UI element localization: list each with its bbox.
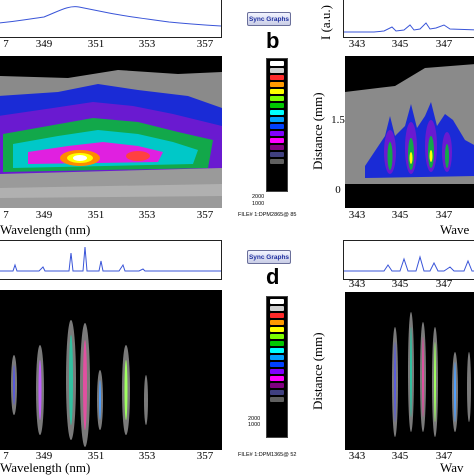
colorbar-segment xyxy=(270,131,284,136)
x-axis-title-b: Wave xyxy=(440,222,470,237)
tick-label: 7 xyxy=(3,209,9,221)
tick-label: 349 xyxy=(35,209,53,221)
tick-label: 345 xyxy=(391,209,409,221)
colorbar-segment xyxy=(270,376,284,381)
colorbar-segment xyxy=(270,145,284,150)
spectrum-line-b xyxy=(344,22,474,33)
colorbar-segment xyxy=(270,82,284,87)
spectrum-plot-a xyxy=(0,0,222,38)
colorbar-label-high: 2000 xyxy=(248,416,261,422)
colorbar-segment xyxy=(270,152,284,157)
sync-graphs-button-d[interactable]: Sync Graphs xyxy=(247,250,291,264)
colorbar-segment xyxy=(270,397,284,402)
colorbar-label-low: 1000 xyxy=(248,422,261,428)
colorbar-segment xyxy=(270,369,284,374)
tick-label: 357 xyxy=(196,38,214,50)
tick-label: 347 xyxy=(435,450,453,462)
file-label-b: FILE# 1:DPM2865@ 85 xyxy=(238,212,297,218)
tick-label: 345 xyxy=(391,450,409,462)
spectrogram-image-a xyxy=(0,56,222,208)
spectrum-plot-d xyxy=(343,240,474,280)
tick-label: 343 xyxy=(348,209,366,221)
tick-label: 353 xyxy=(138,450,156,462)
file-label-d: FILE# 1:DPM1365@ 52 xyxy=(238,452,297,458)
tick-label: 343 xyxy=(348,450,366,462)
colorbar-segment xyxy=(270,341,284,346)
colorbar-segment xyxy=(270,96,284,101)
x-axis-title-a: Wavelength (nm) xyxy=(0,222,91,237)
colorbar-segment xyxy=(270,103,284,108)
colorbar-segment xyxy=(270,110,284,115)
colorbar-segment xyxy=(270,383,284,388)
tick-label: 345 xyxy=(391,278,409,290)
colorbar-segment xyxy=(270,61,284,66)
tick-label: 347 xyxy=(435,209,453,221)
colorbar-segment xyxy=(270,138,284,143)
colorbar-segment xyxy=(270,348,284,353)
colorbar-label-high: 2000 xyxy=(252,194,265,200)
tick-label: 7 xyxy=(3,38,9,50)
spectrum-plot-c xyxy=(0,240,222,280)
tick-label: 353 xyxy=(138,38,156,50)
tick-label: 357 xyxy=(196,450,214,462)
y-tick-label: 0 xyxy=(335,184,341,196)
sync-graphs-button-b[interactable]: Sync Graphs xyxy=(247,12,291,26)
colorbar-segment xyxy=(270,68,284,73)
colorbar-segment xyxy=(270,299,284,304)
tick-label: 345 xyxy=(391,38,409,50)
colorbar-segment xyxy=(270,320,284,325)
y-axis-title-d: Distance (mm) xyxy=(310,332,325,410)
tick-label: 343 xyxy=(348,38,366,50)
colorbar-segment xyxy=(270,334,284,339)
colorbar-segment xyxy=(270,313,284,318)
x-axis-title-d: Wav xyxy=(440,460,464,475)
spectrogram-image-c xyxy=(0,290,222,450)
panel-label-d: d xyxy=(266,264,280,289)
colorbar-segment xyxy=(270,390,284,395)
colorbar-b xyxy=(266,58,288,192)
tick-label: 353 xyxy=(138,209,156,221)
spectrum-plot-b xyxy=(343,0,474,38)
y-axis-title-b: Distance (mm) xyxy=(310,92,325,170)
tick-label: 351 xyxy=(87,209,105,221)
intensity-axis-title: I (a.u.) xyxy=(318,4,333,40)
tick-label: 351 xyxy=(87,450,105,462)
colorbar-d xyxy=(266,296,288,438)
tick-label: 347 xyxy=(435,38,453,50)
spectrum-line-a xyxy=(0,6,221,27)
tick-label: 349 xyxy=(35,450,53,462)
colorbar-segment xyxy=(270,89,284,94)
colorbar-segment xyxy=(270,124,284,129)
x-axis-title-c: Wavelength (nm) xyxy=(0,460,91,475)
spectrum-line-c xyxy=(0,246,221,272)
spectrogram-image-b xyxy=(345,56,474,208)
tick-label: 7 xyxy=(3,450,9,462)
y-tick-label: 1.5 xyxy=(331,114,345,126)
colorbar-segment xyxy=(270,362,284,367)
colorbar-label-low: 1000 xyxy=(252,201,265,207)
tick-label: 357 xyxy=(196,209,214,221)
tick-label: 349 xyxy=(35,38,53,50)
colorbar-segment xyxy=(270,117,284,122)
colorbar-segment xyxy=(270,159,284,164)
colorbar-segment xyxy=(270,327,284,332)
panel-label-b: b xyxy=(266,28,280,53)
colorbar-segment xyxy=(270,355,284,360)
tick-label: 351 xyxy=(87,38,105,50)
tick-label: 347 xyxy=(435,278,453,290)
tick-label: 343 xyxy=(348,278,366,290)
colorbar-segment xyxy=(270,75,284,80)
colorbar-segment xyxy=(270,306,284,311)
spectrogram-image-d xyxy=(345,292,474,450)
spectrum-line-d xyxy=(344,255,474,272)
